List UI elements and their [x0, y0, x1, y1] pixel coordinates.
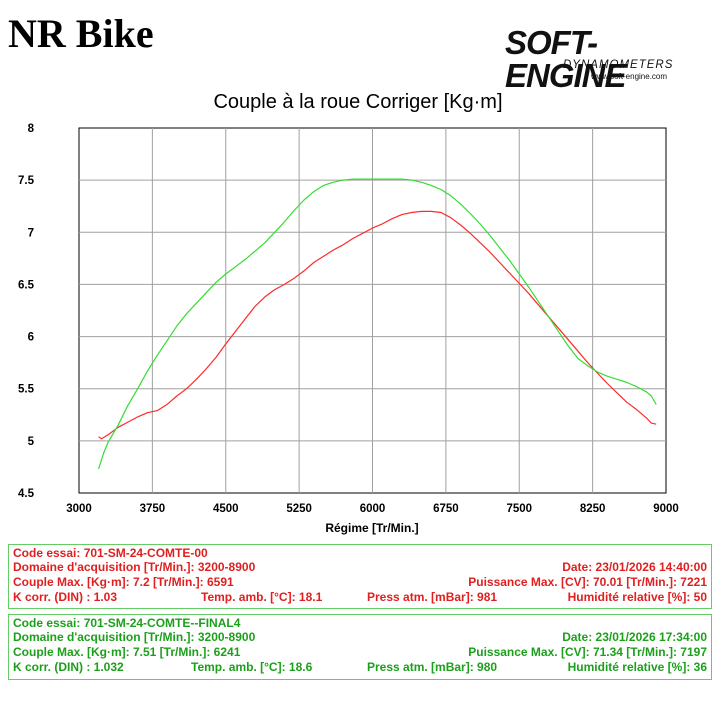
y-tick-label: 8: [28, 123, 35, 135]
x-tick-label: 9000: [653, 503, 679, 515]
x-tick-label: 6750: [433, 503, 459, 515]
run1-couple: Couple Max. [Kg·m]: 7.2 [Tr/Min.]: 6591: [13, 575, 234, 589]
x-tick-label: 3750: [140, 503, 166, 515]
y-tick-label: 7.5: [18, 175, 35, 187]
run1-kcorr: K corr. (DIN) : 1.03: [13, 590, 118, 604]
logo-url-text: www.soft-engine.com: [591, 72, 668, 81]
chart-title: Couple à la roue Corriger [Kg·m]: [213, 91, 502, 113]
y-tick-label: 6: [28, 332, 34, 344]
run2-temp: Temp. amb. [°C]: 18.6: [191, 660, 313, 674]
run2-humidity: Humidité relative [%]: 36: [567, 660, 707, 674]
y-tick-label: 6.5: [18, 279, 35, 291]
chart-series: [98, 178, 657, 470]
run2-date: Date: 23/01/2026 17:34:00: [562, 630, 707, 644]
soft-engine-logo: SOFT-ENGINE DYNAMOMETERS www.soft-engine…: [505, 12, 715, 92]
series-line-2: [98, 178, 657, 470]
brand-title: NR Bike: [8, 11, 154, 56]
run2-kcorr: K corr. (DIN) : 1.032: [13, 660, 124, 674]
x-tick-label: 6000: [360, 503, 386, 515]
run2-domaine: Domaine d'acquisition [Tr/Min.]: 3200-89…: [13, 630, 256, 644]
x-tick-label: 7500: [506, 503, 532, 515]
chart-ticks: 3000 3750 4500 5250 6000 6750 7500 8250 9000 8 7.5…: [18, 123, 679, 515]
run1-date: Date: 23/01/2026 14:40:00: [562, 560, 707, 574]
y-tick-label: 5: [28, 436, 35, 448]
run-info-panel-1: Code essai: 701-SM-24-COMTE-00 Domaine d…: [8, 544, 712, 609]
x-tick-label: 5250: [286, 503, 312, 515]
run2-couple: Couple Max. [Kg·m]: 7.51 [Tr/Min.]: 6241: [13, 645, 241, 659]
y-tick-label: 5.5: [18, 384, 35, 396]
x-tick-label: 3000: [66, 503, 92, 515]
x-tick-label: 8250: [580, 503, 606, 515]
y-tick-label: 4.5: [18, 488, 35, 500]
run1-temp: Temp. amb. [°C]: 18.1: [201, 590, 323, 604]
series-line-1: [98, 210, 657, 440]
x-axis-label: Régime [Tr/Min.]: [325, 521, 418, 535]
logo-sub-text: DYNAMOMETERS: [563, 59, 674, 71]
run1-domaine: Domaine d'acquisition [Tr/Min.]: 3200-89…: [13, 560, 256, 574]
run2-code: Code essai: 701-SM-24-COMTE--FINAL4: [13, 616, 241, 630]
run1-press: Press atm. [mBar]: 981: [367, 590, 498, 604]
run1-puissance: Puissance Max. [CV]: 70.01 [Tr/Min.]: 72…: [468, 575, 707, 589]
run-info-panel-2: Code essai: 701-SM-24-COMTE--FINAL4 Doma…: [8, 614, 712, 680]
run1-humidity: Humidité relative [%]: 50: [567, 590, 707, 604]
x-tick-label: 4500: [213, 503, 239, 515]
run2-press: Press atm. [mBar]: 980: [367, 660, 498, 674]
logo-main-text: SOFT-ENGINE: [505, 24, 627, 94]
chart-grid: [78, 127, 667, 494]
y-tick-label: 7: [28, 227, 34, 239]
run2-puissance: Puissance Max. [CV]: 71.34 [Tr/Min.]: 71…: [468, 645, 707, 659]
torque-chart: Couple à la roue Corriger [Kg·m] 3000 375…: [18, 91, 679, 535]
run1-code: Code essai: 701-SM-24-COMTE-00: [13, 546, 208, 560]
